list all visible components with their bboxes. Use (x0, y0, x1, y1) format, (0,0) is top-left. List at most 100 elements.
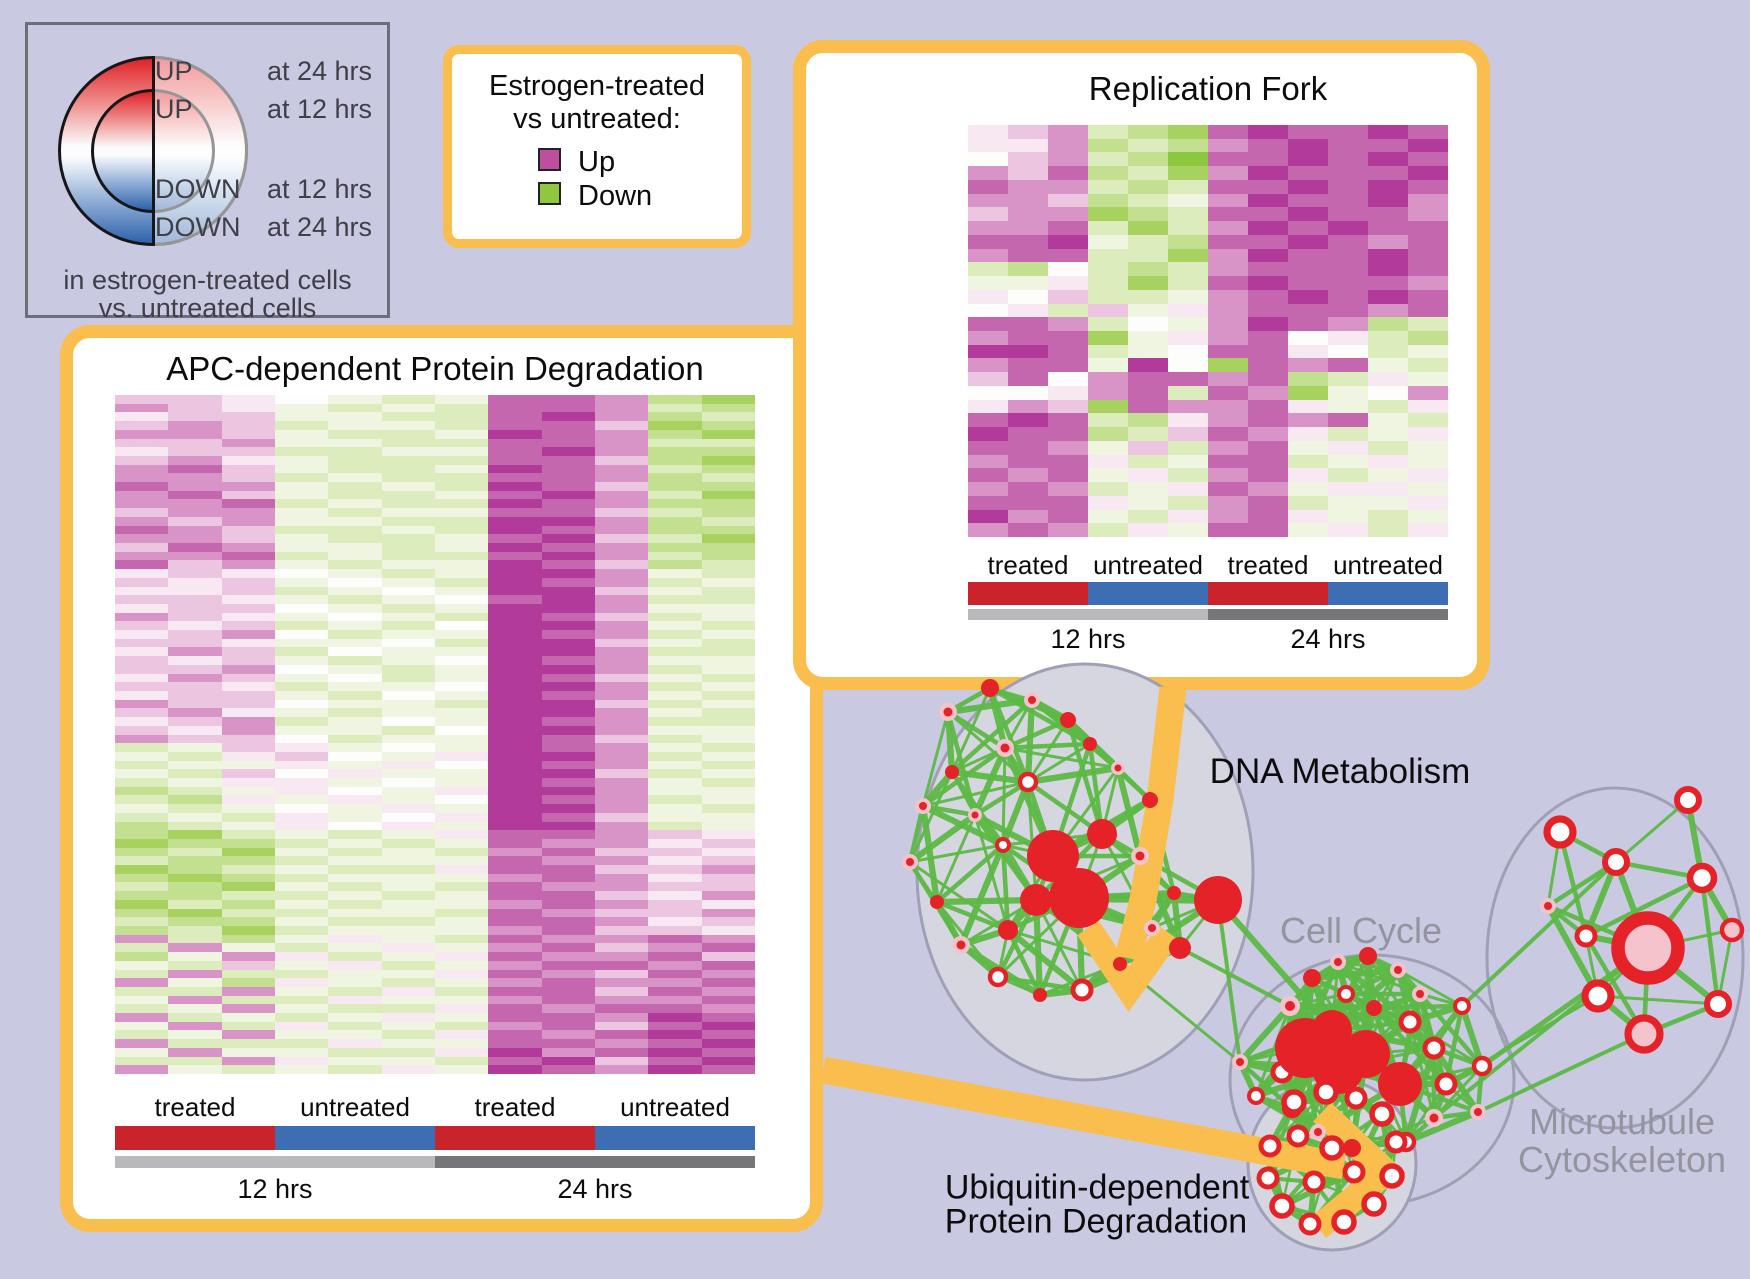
cell-cycle-edge (1364, 969, 1400, 1055)
ubiquitin-edge (1307, 1181, 1317, 1225)
heatmap-cell (274, 751, 329, 761)
heatmap-cell (1288, 125, 1328, 139)
heatmap-cell (328, 664, 382, 674)
heatmap-cell (168, 804, 222, 813)
heatmap-cell (1368, 248, 1408, 263)
heatmap-cell (648, 1039, 702, 1048)
cell-cycle-edge (1372, 1006, 1448, 1086)
ubiquitin-edge (1324, 1091, 1356, 1173)
heatmap-cell (701, 482, 755, 491)
heatmap-cell (221, 630, 275, 639)
heatmap-cell (594, 838, 649, 848)
heatmap-cell (115, 847, 169, 857)
heatmap-cell (701, 542, 755, 552)
heatmap-cell (1288, 427, 1328, 441)
heatmap-cell (1248, 221, 1288, 235)
heatmap-cell (648, 542, 702, 552)
heatmap-cell (594, 612, 649, 622)
cell-cycle-edge (1363, 1051, 1437, 1121)
dna-edge (1137, 799, 1153, 857)
dna-edge (1003, 746, 1030, 784)
heatmap-cell (1168, 289, 1208, 304)
heatmap-cell (328, 569, 382, 578)
heatmap-cell (701, 821, 755, 831)
heatmap-cell (1128, 385, 1168, 400)
treated-bar (1208, 582, 1328, 605)
heatmap-cell (434, 1056, 489, 1066)
heatmap-cell (1408, 399, 1448, 414)
cell-cycle-edge (1350, 1083, 1402, 1149)
cell-cycle-edge (1403, 1047, 1437, 1143)
heatmap-cell (1168, 125, 1208, 139)
cell-cycle-edge (1404, 1109, 1480, 1145)
heatmap-cell (1088, 385, 1128, 400)
heatmap-cell (274, 595, 329, 604)
heatmap-cell (701, 943, 755, 953)
cell-cycle-edge (1416, 993, 1438, 1049)
heatmap-cell (594, 542, 649, 552)
dna-node (1114, 764, 1122, 772)
heatmap-cell (1168, 262, 1208, 277)
heatmap-cell (434, 917, 489, 926)
heatmap-cell (381, 638, 435, 648)
dna-node (996, 739, 1014, 757)
heatmap-cell (434, 682, 489, 691)
cell-cycle-edge (1433, 1109, 1479, 1121)
heatmap-cell (1128, 331, 1168, 345)
heatmap-cell (434, 995, 489, 1005)
heatmap-cell (274, 838, 329, 848)
dna-edge (1030, 697, 1092, 747)
ubiquitin-edge (1266, 1101, 1296, 1179)
heatmap-cell (1088, 179, 1128, 194)
dna-node (915, 798, 931, 814)
heatmap-cell (541, 395, 595, 404)
heatmap-cell (1208, 509, 1248, 524)
dna-edge (1051, 831, 1104, 859)
heatmap-cell (594, 1039, 649, 1048)
heatmap-cell (434, 960, 489, 970)
heatmap-cell (115, 865, 169, 874)
dna-edge (1051, 797, 1152, 859)
heatmap-cell (1408, 138, 1448, 153)
heatmap-cell (541, 717, 595, 726)
heatmap-cell (488, 421, 542, 430)
heatmap-cell (594, 569, 649, 578)
heatmap-cell (1008, 495, 1048, 510)
heatmap-cell (221, 838, 275, 848)
ubiquitin-edge (1296, 1090, 1328, 1138)
heatmap-cell (168, 795, 222, 805)
heatmap-cell (1088, 152, 1128, 167)
cell-cycle-edge (1366, 954, 1422, 996)
heatmap-cell (1208, 427, 1248, 441)
heatmap-cell (594, 482, 649, 491)
heatmap-cell (1288, 331, 1328, 345)
heatmap-cell (168, 1030, 222, 1040)
heatmap-cell (274, 795, 329, 805)
heatmap-cell (594, 455, 649, 465)
heatmap-cell (968, 482, 1008, 496)
heatmap-cell (541, 986, 595, 996)
microtubule-node (1574, 924, 1598, 948)
heatmap-cell (1168, 358, 1208, 373)
heatmap-cell (1088, 125, 1128, 139)
cell-cycle-edge (1334, 993, 1350, 1069)
cell-cycle-edge (1287, 1005, 1303, 1041)
heatmap-cell (221, 447, 275, 456)
heatmap-cell (648, 595, 702, 604)
dna-edge (935, 901, 1000, 978)
heatmap-cell (115, 899, 169, 909)
heatmap-cell (221, 612, 275, 622)
dna-edge (997, 975, 1041, 997)
heatmap-cell (328, 908, 382, 918)
time-bar-24hrs (1208, 609, 1448, 620)
dna-node (1142, 792, 1158, 808)
heatmap-cell (1288, 289, 1328, 304)
cell-cycle-edge (1397, 1083, 1409, 1143)
dna-edge (1000, 780, 1031, 847)
heatmap-cell (1008, 179, 1048, 194)
dna-edge (958, 843, 1006, 947)
heatmap-cell (328, 551, 382, 561)
heatmap-cell (1168, 234, 1208, 249)
heatmap-cell (1168, 468, 1208, 483)
heatmap-cell (701, 429, 755, 439)
